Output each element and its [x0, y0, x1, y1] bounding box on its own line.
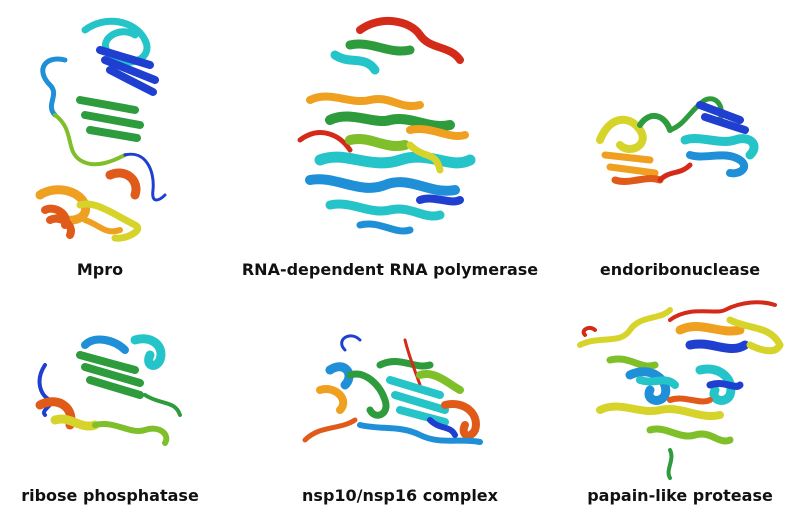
endoribonuclease-caption: endoribonuclease: [599, 260, 761, 279]
mpro-structure-image: [35, 17, 167, 242]
papain-like-protease-caption: papain-like protease: [587, 486, 773, 505]
rdrp-caption: RNA-dependent RNA polymerase: [241, 260, 539, 279]
ribose-phosphatase-caption: ribose phosphatase: [21, 486, 199, 505]
ribose-phosphatase-structure-image: [35, 334, 182, 446]
rdrp-structure-image: [297, 16, 476, 235]
mpro-caption: Mpro: [76, 260, 124, 279]
nsp10-nsp16-structure-image: [302, 334, 483, 445]
nsp10-nsp16-caption: nsp10/nsp16 complex: [302, 486, 498, 505]
papain-like-protease-structure-image: [577, 300, 784, 480]
endoribonuclease-structure-image: [596, 96, 759, 185]
